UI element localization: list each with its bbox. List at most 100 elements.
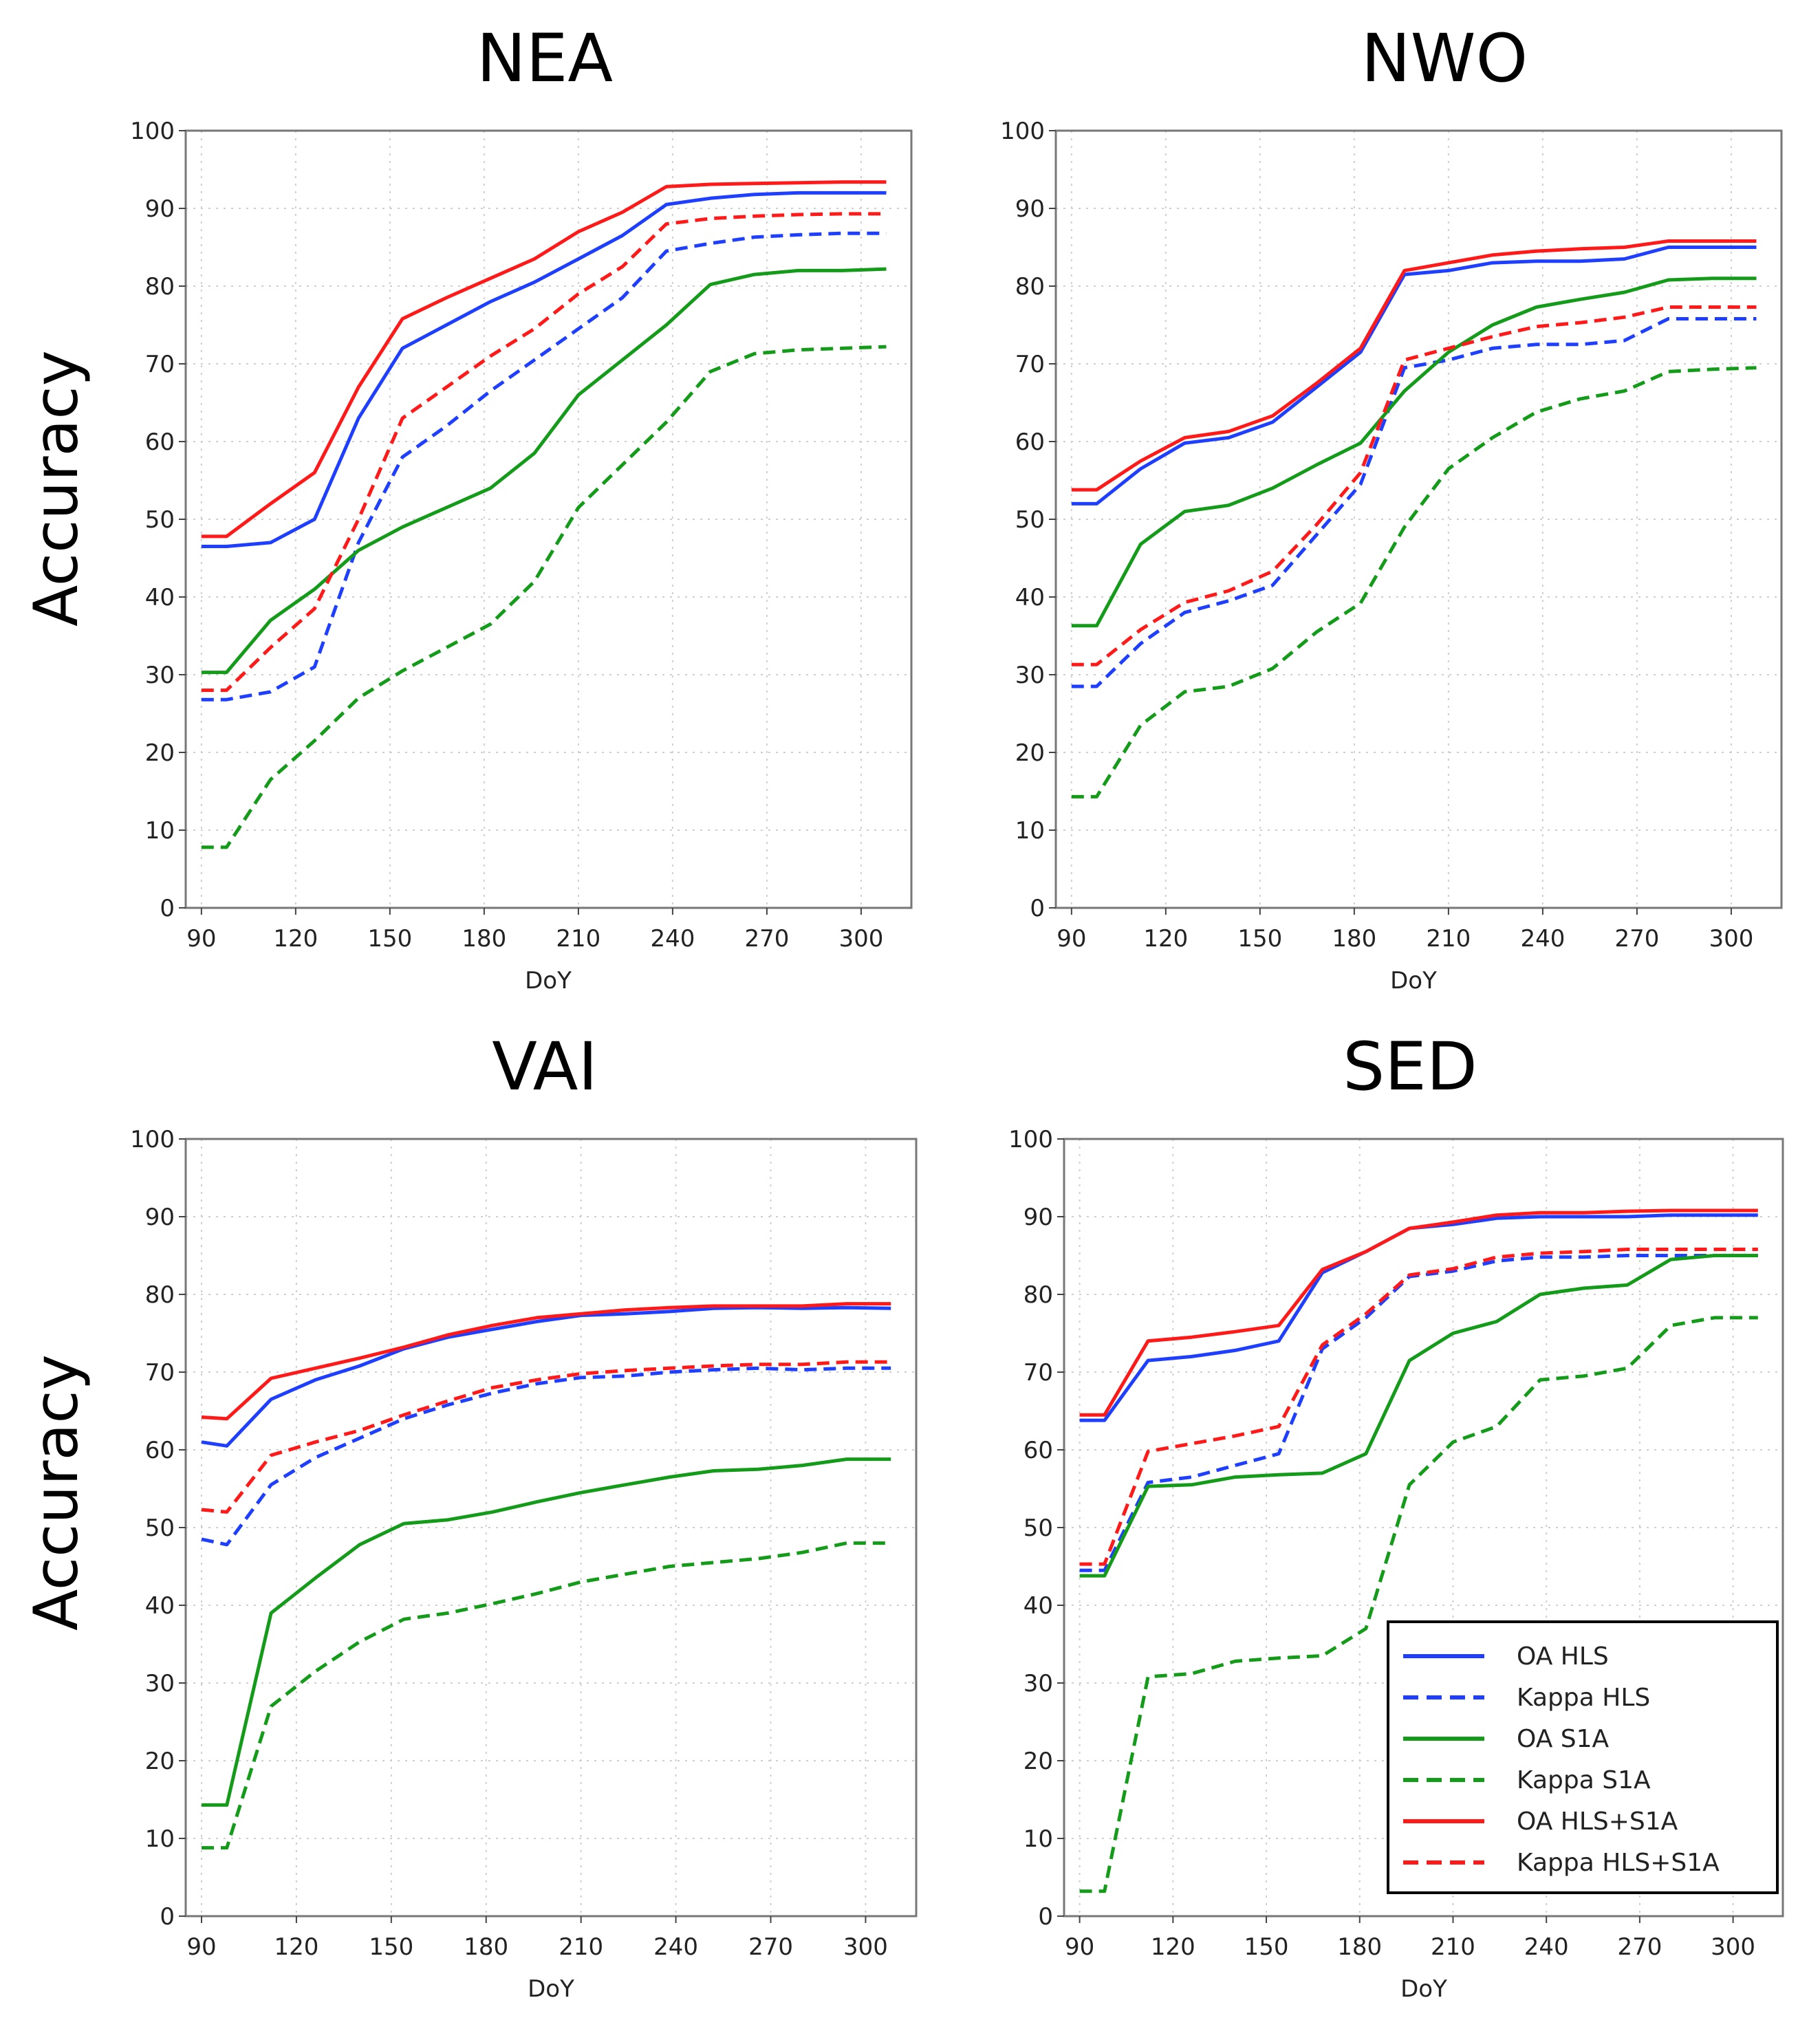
series-line-nea-kappa-hls	[201, 231, 887, 702]
y-tick-label-nwo: 50	[1015, 506, 1045, 534]
plot-frame-nea	[184, 129, 913, 909]
x-tick-label-nwo: 120	[1143, 925, 1188, 953]
legend: OA HLS Kappa HLS OA S1A Kappa S1A OA HLS+S1A…	[1387, 1620, 1779, 1894]
y-tick-label-vai: 40	[145, 1592, 175, 1620]
x-tick-label-nea: 120	[273, 925, 318, 953]
chart-panel-sed: SED 0 10 20 30 40 50 60 70 80 90 100 90 120 150 180 210…	[1008, 1028, 1784, 2003]
y-tick-label-sed: 30	[1023, 1670, 1053, 1697]
y-tick-label-nea: 70	[145, 351, 175, 378]
x-tick-label-sed: 240	[1524, 1933, 1569, 1961]
x-tick-label-nea: 300	[838, 925, 883, 953]
x-axis-label-vai: DoY	[528, 1975, 574, 2003]
series-line-nea-oa-hls	[201, 191, 887, 548]
series-line-vai-kappa-hls-s1a	[201, 1360, 891, 1514]
y-tick-label-nwo: 60	[1015, 428, 1045, 456]
legend-label-kappa-s1a: Kappa S1A	[1517, 1766, 1651, 1794]
series-line-sed-kappa-hls-s1a	[1079, 1248, 1758, 1566]
x-axis-label-nea: DoY	[525, 967, 572, 995]
y-tick-label-nwo: 80	[1015, 273, 1045, 301]
x-tick-label-sed: 210	[1431, 1933, 1475, 1961]
series-line-nea-kappa-s1a	[201, 345, 887, 849]
legend-label-oa-hls: OA HLS	[1517, 1642, 1609, 1671]
x-tick-label-nea: 150	[367, 925, 412, 953]
x-tick-label-nea: 90	[186, 925, 216, 953]
x-tick-label-vai: 90	[186, 1933, 216, 1961]
x-tick-label-nwo: 270	[1614, 925, 1659, 953]
chart-panel-nea: NEA 0 10 20 30 40 50 60 70 80 90 100 90 120 150 180 210…	[130, 20, 913, 995]
y-tick-label-vai: 90	[145, 1204, 175, 1231]
x-tick-label-sed: 180	[1337, 1933, 1382, 1961]
x-tick-label-vai: 180	[464, 1933, 508, 1961]
x-tick-label-nwo: 90	[1057, 925, 1086, 953]
x-tick-label-nea: 210	[556, 925, 600, 953]
y-tick-label-vai: 10	[145, 1825, 175, 1853]
y-tick-label-nea: 40	[145, 584, 175, 611]
y-tick-label-sed: 60	[1023, 1437, 1053, 1464]
y-tick-label-vai: 20	[145, 1748, 175, 1775]
legend-box	[1387, 1620, 1779, 1894]
series-line-nwo-oa-hls-s1a	[1071, 239, 1757, 492]
y-tick-label-nwo: 100	[1000, 118, 1045, 145]
series-line-nwo-kappa-hls	[1071, 317, 1757, 688]
y-tick-label-vai: 0	[160, 1903, 175, 1931]
y-tick-label-nea: 100	[130, 118, 175, 145]
series-line-vai-oa-hls-s1a	[201, 1302, 891, 1421]
y-tick-label-sed: 0	[1038, 1903, 1053, 1931]
y-tick-label-sed: 90	[1023, 1204, 1053, 1231]
series-line-nea-kappa-hls-s1a	[201, 212, 887, 693]
chart-title-nwo: NWO	[1361, 20, 1528, 97]
y-tick-label-nwo: 90	[1015, 195, 1045, 223]
x-tick-label-sed: 300	[1711, 1933, 1755, 1961]
y-tick-label-sed: 70	[1023, 1359, 1053, 1387]
x-tick-label-sed: 90	[1065, 1933, 1094, 1961]
y-tick-label-sed: 100	[1008, 1126, 1053, 1153]
y-tick-label-sed: 20	[1023, 1748, 1053, 1775]
y-tick-label-nea: 90	[145, 195, 175, 223]
legend-label-kappa-hls: Kappa HLS	[1517, 1684, 1650, 1712]
y-tick-label-nea: 20	[145, 739, 175, 767]
series-line-sed-kappa-s1a	[1079, 1316, 1758, 1893]
x-tick-label-nwo: 210	[1426, 925, 1471, 953]
y-tick-label-vai: 60	[145, 1437, 175, 1464]
series-line-nwo-kappa-hls-s1a	[1071, 305, 1757, 666]
x-tick-label-vai: 240	[653, 1933, 698, 1961]
x-tick-label-nwo: 180	[1332, 925, 1376, 953]
x-tick-label-sed: 270	[1617, 1933, 1662, 1961]
y-axis-label-bottom: Accuracy	[21, 1354, 91, 1631]
series-line-vai-kappa-hls	[201, 1366, 891, 1547]
chart-panel-vai: VAI 0 10 20 30 40 50 60 70 80 90 100 90 120 150 180 210…	[130, 1028, 918, 2003]
y-tick-label-vai: 50	[145, 1514, 175, 1542]
x-tick-label-vai: 270	[748, 1933, 793, 1961]
x-tick-label-nea: 270	[744, 925, 789, 953]
x-tick-label-sed: 120	[1151, 1933, 1195, 1961]
y-tick-label-sed: 10	[1023, 1825, 1053, 1853]
series-line-nea-oa-hls-s1a	[201, 180, 887, 539]
series-line-vai-kappa-s1a	[202, 1541, 891, 1850]
chart-title-vai: VAI	[492, 1028, 598, 1105]
y-tick-label-vai: 70	[145, 1359, 175, 1387]
x-tick-label-vai: 150	[369, 1933, 413, 1961]
x-axis-label-nwo: DoY	[1390, 967, 1437, 995]
y-tick-label-nwo: 10	[1015, 817, 1045, 845]
chart-title-sed: SED	[1343, 1028, 1477, 1105]
series-line-sed-oa-s1a	[1079, 1254, 1758, 1578]
x-tick-label-nea: 180	[462, 925, 506, 953]
y-tick-label-nwo: 70	[1015, 351, 1045, 378]
y-tick-label-sed: 50	[1023, 1514, 1053, 1542]
series-line-nwo-oa-s1a	[1071, 276, 1757, 628]
series-line-sed-kappa-hls	[1079, 1254, 1758, 1572]
series-line-vai-oa-s1a	[202, 1457, 891, 1807]
chart-title-nea: NEA	[477, 20, 613, 97]
x-tick-label-nwo: 240	[1520, 925, 1565, 953]
series-line-sed-oa-hls	[1079, 1213, 1758, 1422]
y-tick-label-vai: 80	[145, 1281, 175, 1309]
x-tick-label-nwo: 150	[1237, 925, 1282, 953]
series-line-sed-oa-hls-s1a	[1079, 1208, 1758, 1417]
y-tick-label-vai: 100	[130, 1126, 175, 1153]
legend-label-oa-s1a: OA S1A	[1517, 1725, 1610, 1753]
chart-panel-nwo: NWO 0 10 20 30 40 50 60 70 80 90 100 90 120 150 180 210…	[1000, 20, 1783, 995]
y-tick-label-nwo: 20	[1015, 739, 1045, 767]
legend-label-oa-hls-s1a: OA HLS+S1A	[1517, 1807, 1678, 1836]
y-tick-label-nwo: 40	[1015, 584, 1045, 611]
